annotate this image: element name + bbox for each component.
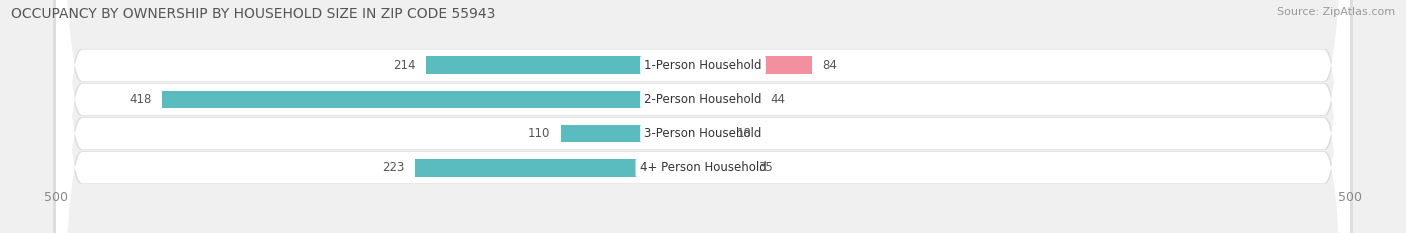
FancyBboxPatch shape: [53, 0, 1353, 233]
Text: 4+ Person Household: 4+ Person Household: [640, 161, 766, 174]
Text: 35: 35: [759, 161, 773, 174]
Bar: [415, 159, 703, 177]
FancyBboxPatch shape: [53, 0, 1353, 233]
Text: Source: ZipAtlas.com: Source: ZipAtlas.com: [1277, 7, 1395, 17]
Bar: [703, 125, 727, 142]
Bar: [703, 56, 811, 74]
Text: 84: 84: [823, 59, 837, 72]
Bar: [561, 125, 703, 142]
FancyBboxPatch shape: [56, 0, 1350, 233]
Text: 418: 418: [129, 93, 152, 106]
FancyBboxPatch shape: [53, 0, 1353, 233]
FancyBboxPatch shape: [56, 0, 1350, 233]
Text: 2-Person Household: 2-Person Household: [644, 93, 762, 106]
Text: 214: 214: [394, 59, 416, 72]
Bar: [426, 56, 703, 74]
Text: 44: 44: [770, 93, 786, 106]
Text: OCCUPANCY BY OWNERSHIP BY HOUSEHOLD SIZE IN ZIP CODE 55943: OCCUPANCY BY OWNERSHIP BY HOUSEHOLD SIZE…: [11, 7, 496, 21]
Text: 3-Person Household: 3-Person Household: [644, 127, 762, 140]
Text: 18: 18: [737, 127, 751, 140]
Bar: [162, 91, 703, 108]
Bar: [703, 159, 748, 177]
Text: 1-Person Household: 1-Person Household: [644, 59, 762, 72]
Bar: [703, 91, 759, 108]
FancyBboxPatch shape: [56, 0, 1350, 233]
Text: 223: 223: [382, 161, 404, 174]
FancyBboxPatch shape: [56, 0, 1350, 233]
Text: 110: 110: [529, 127, 550, 140]
FancyBboxPatch shape: [53, 0, 1353, 233]
